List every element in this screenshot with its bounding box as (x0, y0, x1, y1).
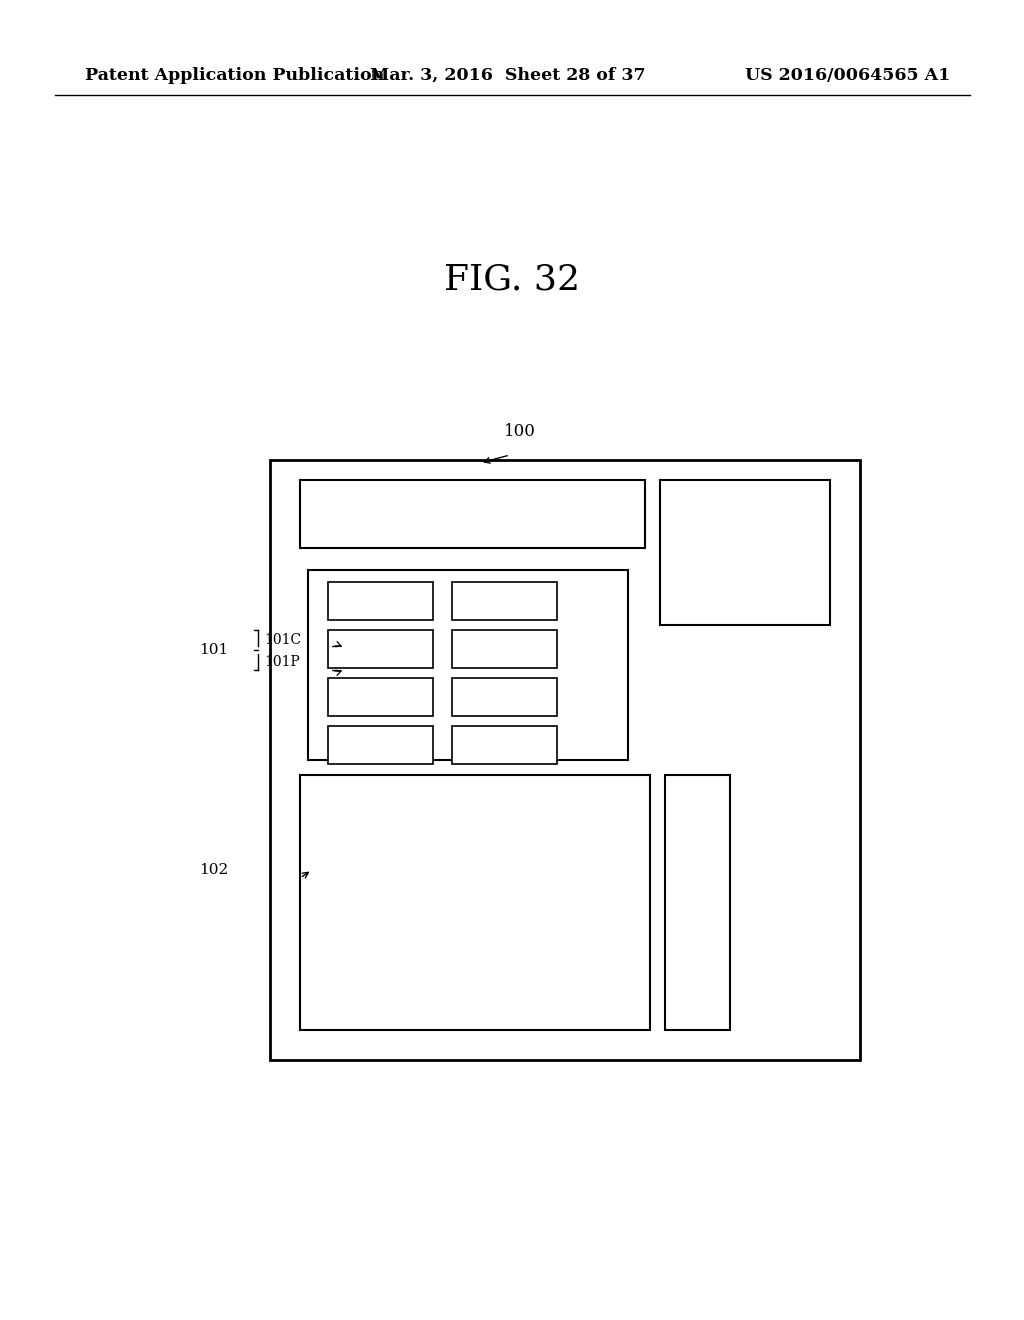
Bar (300, 775, 650, 1030)
Bar (328, 678, 433, 715)
Bar (452, 726, 557, 764)
Text: 100: 100 (504, 422, 536, 440)
Text: 101P: 101P (264, 655, 300, 669)
Bar (270, 459, 860, 1060)
Bar (660, 480, 830, 624)
Text: Patent Application Publication: Patent Application Publication (85, 66, 384, 83)
Text: 101: 101 (199, 643, 228, 657)
Text: 101C: 101C (264, 634, 301, 647)
Bar (665, 775, 730, 1030)
Bar (328, 726, 433, 764)
Bar (452, 630, 557, 668)
Bar (452, 582, 557, 620)
Bar (308, 570, 628, 760)
Text: FIG. 32: FIG. 32 (444, 263, 580, 297)
Text: Mar. 3, 2016  Sheet 28 of 37: Mar. 3, 2016 Sheet 28 of 37 (370, 66, 645, 83)
Bar (452, 678, 557, 715)
Text: 102: 102 (199, 863, 228, 876)
Bar (300, 480, 645, 548)
Bar (328, 582, 433, 620)
Bar (328, 630, 433, 668)
Text: US 2016/0064565 A1: US 2016/0064565 A1 (745, 66, 950, 83)
